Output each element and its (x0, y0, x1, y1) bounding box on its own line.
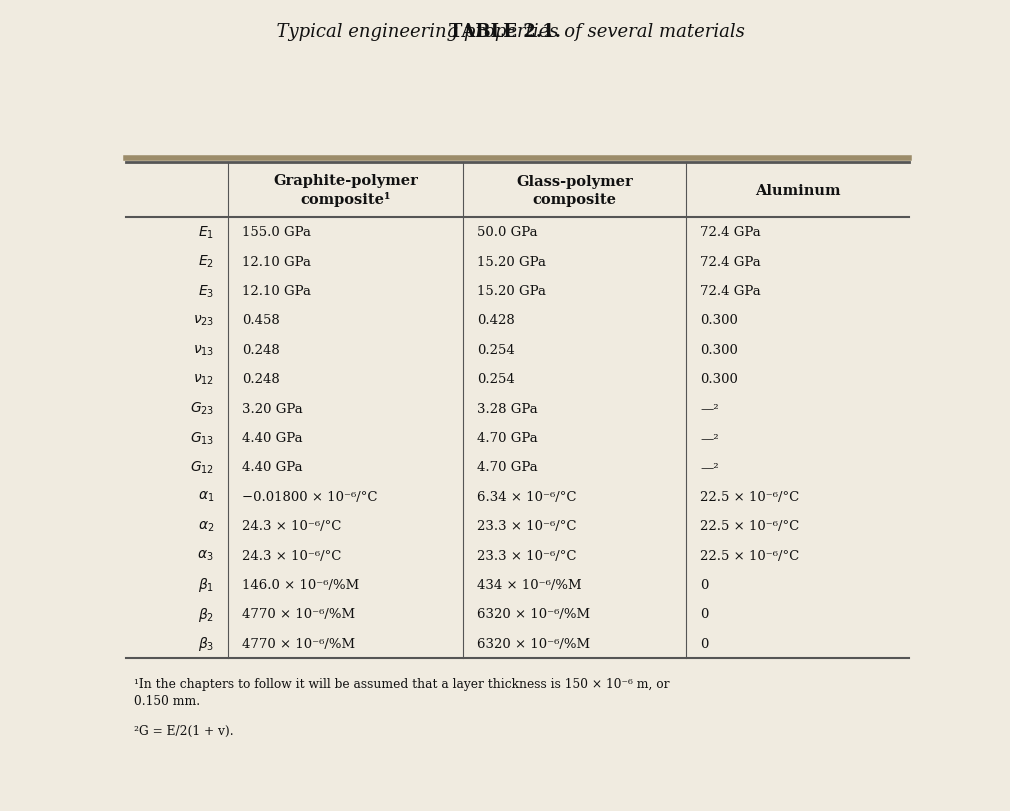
Text: $\alpha_3$: $\alpha_3$ (197, 548, 214, 563)
Text: 6320 × 10⁻⁶/%M: 6320 × 10⁻⁶/%M (477, 607, 590, 620)
Text: $\nu_{23}$: $\nu_{23}$ (193, 313, 214, 328)
Text: Typical engineering properties of several materials: Typical engineering properties of severa… (265, 23, 745, 41)
Text: 0.458: 0.458 (242, 314, 280, 327)
Text: 3.28 GPa: 3.28 GPa (477, 402, 537, 415)
Text: $G_{13}$: $G_{13}$ (190, 430, 214, 446)
Text: $\nu_{12}$: $\nu_{12}$ (193, 372, 214, 387)
Text: $\beta_3$: $\beta_3$ (198, 634, 214, 652)
Text: $E_2$: $E_2$ (198, 254, 214, 270)
Text: $\beta_2$: $\beta_2$ (198, 605, 214, 623)
Text: $G_{23}$: $G_{23}$ (190, 401, 214, 417)
Text: $\nu_{13}$: $\nu_{13}$ (193, 343, 214, 357)
Text: 15.20 GPa: 15.20 GPa (477, 285, 546, 298)
Text: 72.4 GPa: 72.4 GPa (700, 285, 761, 298)
Text: 23.3 × 10⁻⁶/°C: 23.3 × 10⁻⁶/°C (477, 520, 577, 533)
Text: —²: —² (700, 402, 719, 415)
Text: Graphite-polymer
composite¹: Graphite-polymer composite¹ (273, 174, 418, 207)
Text: 50.0 GPa: 50.0 GPa (477, 226, 537, 239)
Text: 22.5 × 10⁻⁶/°C: 22.5 × 10⁻⁶/°C (700, 520, 799, 533)
Text: TABLE 2.1.: TABLE 2.1. (449, 23, 561, 41)
Text: ¹In the chapters to follow it will be assumed that a layer thickness is 150 × 10: ¹In the chapters to follow it will be as… (134, 677, 670, 707)
Text: 24.3 × 10⁻⁶/°C: 24.3 × 10⁻⁶/°C (242, 549, 341, 562)
Text: 0.248: 0.248 (242, 343, 280, 356)
Text: 12.10 GPa: 12.10 GPa (242, 255, 311, 268)
Text: 6.34 × 10⁻⁶/°C: 6.34 × 10⁻⁶/°C (477, 490, 577, 503)
Text: 12.10 GPa: 12.10 GPa (242, 285, 311, 298)
Text: 0.300: 0.300 (700, 314, 738, 327)
Text: 22.5 × 10⁻⁶/°C: 22.5 × 10⁻⁶/°C (700, 490, 799, 503)
Text: −0.01800 × 10⁻⁶/°C: −0.01800 × 10⁻⁶/°C (242, 490, 378, 503)
Text: 0.254: 0.254 (477, 343, 515, 356)
Text: 0: 0 (700, 637, 708, 650)
Text: Glass-polymer
composite: Glass-polymer composite (516, 174, 632, 206)
Text: 72.4 GPa: 72.4 GPa (700, 255, 761, 268)
Text: $E_1$: $E_1$ (198, 225, 214, 241)
Text: 434 × 10⁻⁶/%M: 434 × 10⁻⁶/%M (477, 578, 582, 591)
Text: 0.428: 0.428 (477, 314, 515, 327)
Text: 4770 × 10⁻⁶/%M: 4770 × 10⁻⁶/%M (242, 637, 356, 650)
Text: $\beta_1$: $\beta_1$ (198, 576, 214, 594)
Text: 24.3 × 10⁻⁶/°C: 24.3 × 10⁻⁶/°C (242, 520, 341, 533)
Text: 0: 0 (700, 578, 708, 591)
Text: $E_3$: $E_3$ (198, 283, 214, 299)
Text: 72.4 GPa: 72.4 GPa (700, 226, 761, 239)
Text: $G_{12}$: $G_{12}$ (190, 459, 214, 475)
Text: 4.40 GPa: 4.40 GPa (242, 461, 303, 474)
Text: 23.3 × 10⁻⁶/°C: 23.3 × 10⁻⁶/°C (477, 549, 577, 562)
Text: ²G = E/2(1 + v).: ²G = E/2(1 + v). (134, 723, 233, 736)
Text: $\alpha_1$: $\alpha_1$ (198, 490, 214, 504)
Text: 0.254: 0.254 (477, 373, 515, 386)
Text: Aluminum: Aluminum (754, 183, 840, 197)
Text: —²: —² (700, 431, 719, 444)
Text: 0.300: 0.300 (700, 343, 738, 356)
Text: 4.70 GPa: 4.70 GPa (477, 431, 537, 444)
Text: 4.40 GPa: 4.40 GPa (242, 431, 303, 444)
Text: $\alpha_2$: $\alpha_2$ (198, 519, 214, 533)
Text: 0.248: 0.248 (242, 373, 280, 386)
Text: 3.20 GPa: 3.20 GPa (242, 402, 303, 415)
Text: 4770 × 10⁻⁶/%M: 4770 × 10⁻⁶/%M (242, 607, 356, 620)
Text: —²: —² (700, 461, 719, 474)
Text: 0.300: 0.300 (700, 373, 738, 386)
Text: 15.20 GPa: 15.20 GPa (477, 255, 546, 268)
Text: 22.5 × 10⁻⁶/°C: 22.5 × 10⁻⁶/°C (700, 549, 799, 562)
Text: 0: 0 (700, 607, 708, 620)
Text: 155.0 GPa: 155.0 GPa (242, 226, 311, 239)
Text: 146.0 × 10⁻⁶/%M: 146.0 × 10⁻⁶/%M (242, 578, 360, 591)
Text: 6320 × 10⁻⁶/%M: 6320 × 10⁻⁶/%M (477, 637, 590, 650)
Text: 4.70 GPa: 4.70 GPa (477, 461, 537, 474)
